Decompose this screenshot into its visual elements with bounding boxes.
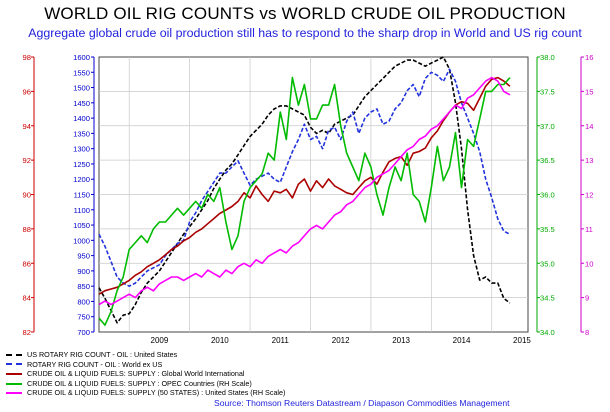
legend-swatch — [6, 363, 22, 366]
y-tick-label: 1250 — [73, 160, 90, 169]
y-tick-label: 35.0 — [540, 259, 555, 268]
legend: US ROTARY RIG COUNT - OIL : United State… — [6, 350, 285, 398]
legend-label: CRUDE OIL & LIQUID FUELS: SUPPLY : OPEC … — [27, 378, 252, 388]
y-tick-label: 1000 — [73, 236, 90, 245]
y-tick-label: 16 — [585, 53, 593, 62]
y-tick-label: 900 — [77, 267, 90, 276]
y-tick-label: 34.0 — [540, 328, 555, 337]
y-tick-label: 1500 — [73, 84, 90, 93]
world-rig-count-line — [98, 68, 511, 288]
y-tick-label: 1450 — [73, 99, 90, 108]
legend-item-opec: CRUDE OIL & LIQUID FUELS: SUPPLY : OPEC … — [6, 379, 285, 389]
y-tick-label: 98 — [23, 53, 31, 62]
y-tick-label: 1550 — [73, 68, 90, 77]
y-tick-label: 94 — [23, 122, 31, 131]
y-tick-label: 9 — [585, 294, 589, 303]
y-tick-label: 8 — [585, 328, 589, 337]
x-tick-label: 2013 — [392, 336, 410, 345]
legend-swatch — [6, 392, 22, 395]
y-tick-label: 13 — [585, 156, 593, 165]
y-tick-label: 38.0 — [540, 53, 555, 62]
us-supply-line — [98, 76, 511, 306]
y-tick-label: 1400 — [73, 114, 90, 123]
y-tick-label: 800 — [77, 297, 90, 306]
y-tick-label: 88 — [23, 225, 31, 234]
y-tick-label: 1050 — [73, 221, 90, 230]
y-tick-label: 750 — [77, 313, 90, 322]
legend-swatch — [6, 353, 22, 356]
y-tick-label: 82 — [23, 328, 31, 337]
x-tick-label: 2011 — [272, 336, 290, 345]
y-tick-label: 1150 — [74, 191, 90, 200]
y-tick-label: 14 — [585, 122, 593, 131]
y-tick-label: 12 — [585, 191, 593, 200]
chart-title: WORLD OIL RIG COUNTS vs WORLD CRUDE OIL … — [44, 4, 566, 23]
y-tick-label: 34.5 — [540, 294, 555, 303]
legend-item-us-prod: CRUDE OIL & LIQUID FUELS: SUPPLY (50 STA… — [6, 388, 285, 398]
legend-swatch — [6, 382, 22, 385]
y-tick-label: 36.0 — [540, 191, 555, 200]
y-tick-label: 1350 — [73, 129, 90, 138]
y-tick-label: 10 — [585, 259, 593, 268]
x-tick-label: 2010 — [211, 336, 229, 345]
x-tick-label: 2009 — [151, 336, 169, 345]
opec-supply-line — [98, 76, 511, 326]
legend-item-global: CRUDE OIL & LIQUID FUELS: SUPPLY : Globa… — [6, 369, 285, 379]
legend-label: CRUDE OIL & LIQUID FUELS: SUPPLY (50 STA… — [27, 388, 286, 398]
legend-swatch — [6, 372, 22, 375]
x-tick-label: 2014 — [453, 336, 471, 345]
y-tick-label: 1200 — [73, 175, 90, 184]
y-tick-label: 850 — [77, 282, 90, 291]
y-tick-label: 15 — [585, 87, 593, 96]
y-tick-label: 11 — [585, 225, 593, 234]
y-tick-label: 86 — [23, 259, 31, 268]
legend-item-world-rig: ROTARY RIG COUNT - OIL : World ex US — [6, 360, 285, 370]
y-tick-label: 700 — [77, 328, 90, 337]
x-tick-label: 2012 — [332, 336, 350, 345]
global-supply-line — [98, 76, 511, 295]
y-tick-label: 37.0 — [540, 122, 555, 131]
legend-label: CRUDE OIL & LIQUID FUELS: SUPPLY : Globa… — [27, 369, 245, 379]
y-tick-label: 36.5 — [540, 156, 555, 165]
y-tick-label: 90 — [23, 191, 31, 200]
us-rig-count-line — [98, 56, 511, 324]
y-tick-label: 84 — [23, 294, 31, 303]
legend-label: ROTARY RIG COUNT - OIL : World ex US — [27, 359, 163, 369]
source-note: Source: Thomson Reuters Datastream / Dia… — [214, 398, 510, 408]
legend-label: US ROTARY RIG COUNT - OIL : United State… — [27, 350, 178, 359]
chart-subtitle: Aggregate global crude oil production st… — [28, 26, 582, 40]
y-tick-label: 35.5 — [540, 225, 555, 234]
y-tick-label: 1300 — [73, 145, 90, 154]
y-tick-label: 950 — [77, 252, 90, 261]
y-tick-label: 96 — [23, 87, 31, 96]
legend-item-us-rig: US ROTARY RIG COUNT - OIL : United State… — [6, 350, 285, 360]
y-tick-label: 1100 — [74, 206, 90, 215]
x-tick-label: 2015 — [513, 336, 531, 345]
y-tick-label: 92 — [23, 156, 31, 165]
y-tick-label: 1600 — [73, 53, 90, 62]
y-tick-label: 37.5 — [540, 87, 555, 96]
